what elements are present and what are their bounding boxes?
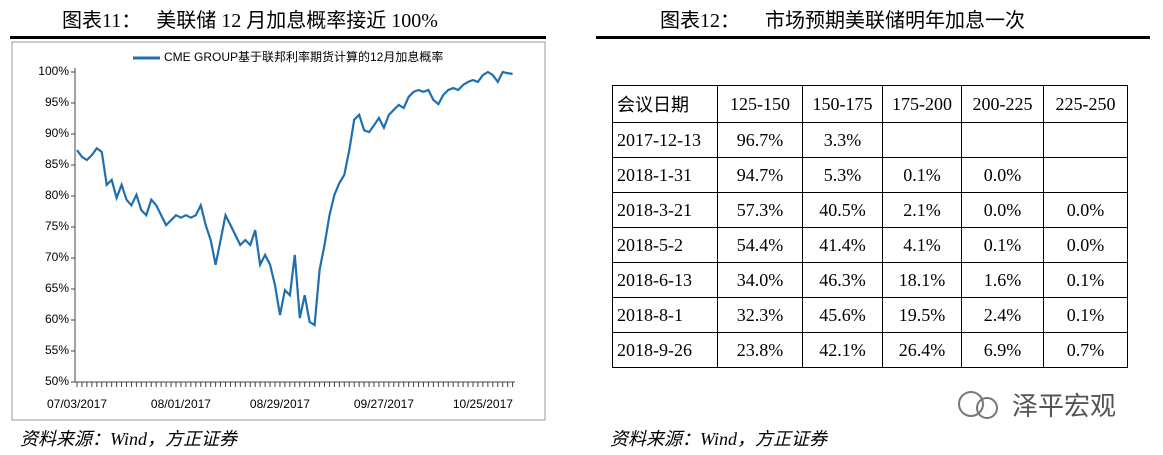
table-cell: 96.7%: [717, 122, 803, 158]
y-tick-label: 65%: [45, 281, 69, 295]
table-cell: 2018-8-1: [612, 297, 718, 333]
table-cell: 0.0%: [961, 192, 1044, 228]
table-cell: 175-200: [882, 85, 962, 123]
y-tick-label: 60%: [45, 312, 69, 326]
table-cell: 2018-3-21: [612, 192, 718, 228]
table-cell: 18.1%: [882, 262, 962, 298]
table-cell: 2018-1-31: [612, 157, 718, 193]
table-cell: 5.3%: [802, 157, 883, 193]
table-row: 会议日期 125-150 150-175 175-200 200-225 225-250: [612, 85, 1128, 123]
table-cell: 94.7%: [717, 157, 803, 193]
title-rule: [596, 36, 1150, 39]
table-cell: 0.7%: [1043, 332, 1128, 368]
table-cell: 23.8%: [717, 332, 803, 368]
table-cell: 54.4%: [717, 227, 803, 263]
table-cell: 0.1%: [882, 157, 962, 193]
y-tick-label: 85%: [45, 157, 69, 171]
table-row: 2018-1-31 94.7% 5.3% 0.1% 0.0%: [612, 157, 1128, 193]
y-tick-label: 90%: [45, 126, 69, 140]
x-tick-label: 08/29/2017: [250, 397, 310, 411]
table-cell: 40.5%: [802, 192, 883, 228]
legend-label: CME GROUP基于联邦利率期货计算的12月加息概率: [164, 49, 443, 64]
table-cell: 0.1%: [961, 227, 1044, 263]
table-cell: 2017-12-13: [612, 122, 718, 158]
table-cell: 57.3%: [717, 192, 803, 228]
table-cell: 46.3%: [802, 262, 883, 298]
right-title: 图表12： 市场预期美联储明年加息一次: [660, 10, 1025, 32]
table-cell: [882, 122, 962, 158]
y-tick-label: 55%: [45, 343, 69, 357]
table-cell: 0.1%: [1043, 262, 1128, 298]
table-cell: 3.3%: [802, 122, 883, 158]
table-cell: 2.1%: [882, 192, 962, 228]
table-cell: 2018-6-13: [612, 262, 718, 298]
table-cell: [1043, 157, 1128, 193]
x-tick-label: 07/03/2017: [47, 397, 107, 411]
table-cell: 42.1%: [802, 332, 883, 368]
table-row: 2018-6-13 34.0% 46.3% 18.1% 1.6% 0.1%: [612, 262, 1128, 298]
table-cell: 34.0%: [717, 262, 803, 298]
table-cell: 26.4%: [882, 332, 962, 368]
title-rule: [10, 36, 546, 39]
chart-frame: [11, 41, 546, 421]
table-cell: 125-150: [717, 85, 803, 123]
x-tick-label: 08/01/2017: [151, 397, 211, 411]
table-cell: 2.4%: [961, 297, 1044, 333]
table-cell: 225-250: [1043, 85, 1128, 123]
table-cell: 2018-5-2: [612, 227, 718, 263]
table-cell: 1.6%: [961, 262, 1044, 298]
table-cell: 4.1%: [882, 227, 962, 263]
table-cell: 0.0%: [1043, 227, 1128, 263]
table-cell: 6.9%: [961, 332, 1044, 368]
left-source: 资料来源：Wind，方正证券: [20, 429, 238, 449]
table-cell: 0.0%: [1043, 192, 1128, 228]
left-title: 图表11： 美联储 12 月加息概率接近 100%: [62, 10, 438, 32]
x-tick-label: 09/27/2017: [354, 397, 414, 411]
table-row: 2018-5-2 54.4% 41.4% 4.1% 0.1% 0.0%: [612, 227, 1128, 263]
table-cell: 19.5%: [882, 297, 962, 333]
series-line: [76, 70, 513, 327]
table-row: 2017-12-13 96.7% 3.3%: [612, 122, 1128, 158]
table-cell: 32.3%: [717, 297, 803, 333]
table-cell: 200-225: [961, 85, 1044, 123]
table-row: 2018-8-1 32.3% 45.6% 19.5% 2.4% 0.1%: [612, 297, 1128, 333]
table-cell: 41.4%: [802, 227, 883, 263]
y-tick-label: 50%: [45, 374, 69, 388]
table-row: 2018-3-21 57.3% 40.5% 2.1% 0.0% 0.0%: [612, 192, 1128, 228]
y-tick-label: 95%: [45, 95, 69, 109]
table-cell: 2018-9-26: [612, 332, 718, 368]
y-tick-label: 70%: [45, 250, 69, 264]
y-tick-label: 100%: [38, 64, 69, 78]
watermark: 泽平宏观: [1012, 392, 1117, 422]
y-tick-label: 75%: [45, 219, 69, 233]
x-tick-label: 10/25/2017: [453, 397, 513, 411]
table-cell: 0.1%: [1043, 297, 1128, 333]
table-row: 2018-9-26 23.8% 42.1% 26.4% 6.9% 0.7%: [612, 332, 1128, 368]
right-source: 资料来源：Wind，方正证券: [610, 429, 828, 449]
table-cell: 150-175: [802, 85, 883, 123]
chart: 50% 55% 60% 65% 70% 75% 80% 85% 90% 95% 100% 07/03/…: [11, 41, 546, 421]
table-cell: 会议日期: [612, 85, 718, 123]
y-tick-label: 80%: [45, 188, 69, 202]
table-cell: [961, 122, 1044, 158]
table-cell: 45.6%: [802, 297, 883, 333]
watermark-icon: [958, 391, 998, 419]
data-table: 会议日期 125-150 150-175 175-200 200-225 225-250 2…: [612, 85, 1128, 368]
table-cell: 0.0%: [961, 157, 1044, 193]
table-cell: [1043, 122, 1128, 158]
